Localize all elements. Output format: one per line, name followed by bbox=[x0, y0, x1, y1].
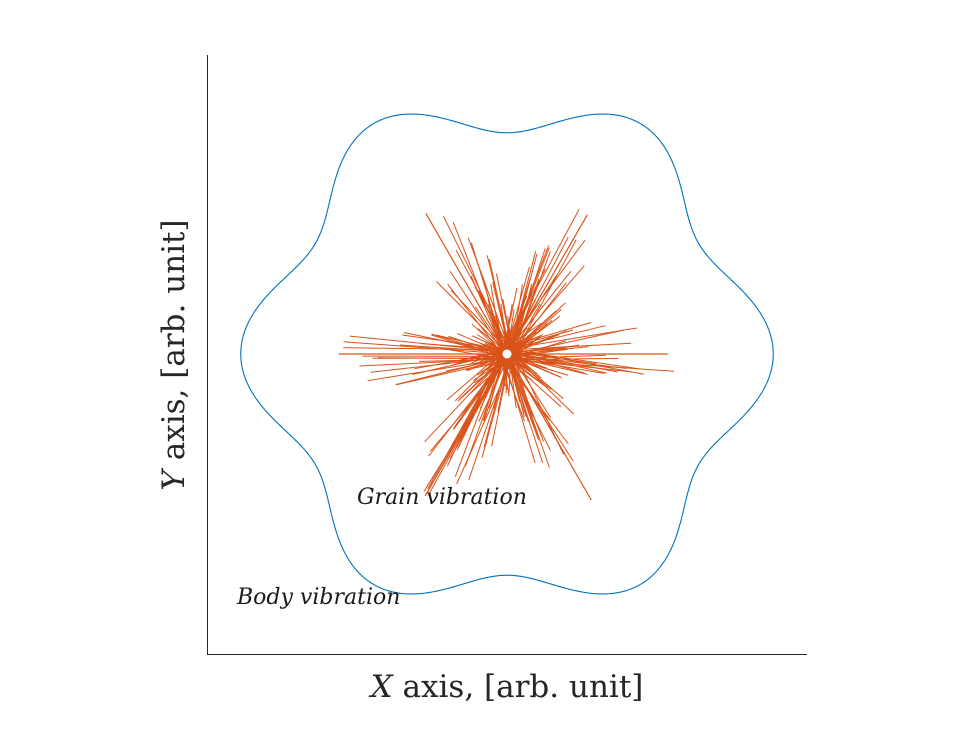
y-axis-label-text: axis, [arb. unit] bbox=[156, 219, 192, 470]
y-axis-label-variable: Y bbox=[156, 468, 192, 491]
grain-spike bbox=[477, 328, 507, 352]
grain-spike bbox=[504, 270, 572, 355]
grain-spike bbox=[507, 251, 537, 358]
grain-spike bbox=[483, 347, 512, 448]
grain-spike bbox=[505, 310, 557, 357]
grain-spike bbox=[501, 357, 525, 422]
grain-spike bbox=[431, 333, 510, 358]
grain-spike bbox=[468, 356, 511, 481]
body-vibration-curve bbox=[240, 113, 774, 595]
grain-spike bbox=[454, 352, 503, 477]
annotation-body-vibration: Body vibration bbox=[236, 585, 400, 610]
grain-spike bbox=[367, 358, 504, 382]
grain-spike bbox=[504, 356, 562, 408]
y-axis-label: Y axis, [arb. unit] bbox=[156, 219, 192, 490]
grain-spike-main bbox=[425, 213, 508, 355]
grain-spike bbox=[501, 239, 586, 353]
grain-spike bbox=[508, 334, 560, 356]
grain-spike bbox=[501, 329, 625, 358]
grain-spike bbox=[506, 236, 569, 355]
grain-spike bbox=[506, 355, 539, 382]
grain-vibration-spikes bbox=[338, 208, 675, 501]
grain-spike-main bbox=[506, 353, 592, 501]
grain-spike bbox=[512, 342, 632, 351]
grain-spike-main bbox=[506, 214, 588, 355]
grain-spike bbox=[507, 309, 515, 349]
grain-spike bbox=[512, 323, 548, 356]
grain-spike bbox=[511, 265, 585, 350]
grain-spike bbox=[412, 353, 503, 375]
grain-spike bbox=[456, 359, 513, 485]
grain-spike bbox=[505, 266, 530, 353]
grain-spike bbox=[510, 251, 551, 358]
grain-spike bbox=[511, 308, 562, 354]
grain-spike bbox=[343, 341, 504, 355]
grain-spike bbox=[428, 353, 509, 457]
grain-spike bbox=[508, 348, 645, 375]
plot-area bbox=[240, 113, 774, 595]
x-axis-label-variable: X bbox=[369, 669, 395, 705]
grain-spike bbox=[506, 353, 627, 369]
annotation-grain-vibration: Grain vibration bbox=[357, 485, 527, 510]
grain-spike bbox=[427, 350, 506, 490]
grain-spike bbox=[503, 322, 592, 349]
grain-spike bbox=[503, 357, 536, 464]
x-axis-label-text: axis, [arb. unit] bbox=[393, 669, 644, 705]
grain-spike bbox=[500, 352, 551, 451]
grain-spike bbox=[503, 359, 533, 381]
grain-spike bbox=[511, 357, 552, 418]
grain-spike bbox=[504, 350, 597, 365]
grain-spike bbox=[419, 358, 509, 362]
grain-spike bbox=[512, 359, 675, 372]
grain-spike bbox=[429, 354, 513, 452]
center-marker bbox=[502, 349, 512, 359]
grain-spike bbox=[507, 356, 569, 376]
grain-spike bbox=[482, 349, 504, 421]
grain-spike bbox=[436, 281, 509, 354]
grain-spike bbox=[421, 343, 505, 351]
grain-spike bbox=[455, 249, 512, 353]
grain-spike bbox=[469, 355, 504, 413]
grain-spike bbox=[450, 289, 509, 351]
grain-spike bbox=[442, 215, 511, 352]
grain-spike bbox=[512, 355, 562, 378]
grain-spike-main bbox=[424, 353, 508, 497]
grain-spike bbox=[503, 351, 574, 462]
x-axis-label: X axis, [arb. unit] bbox=[369, 669, 644, 705]
